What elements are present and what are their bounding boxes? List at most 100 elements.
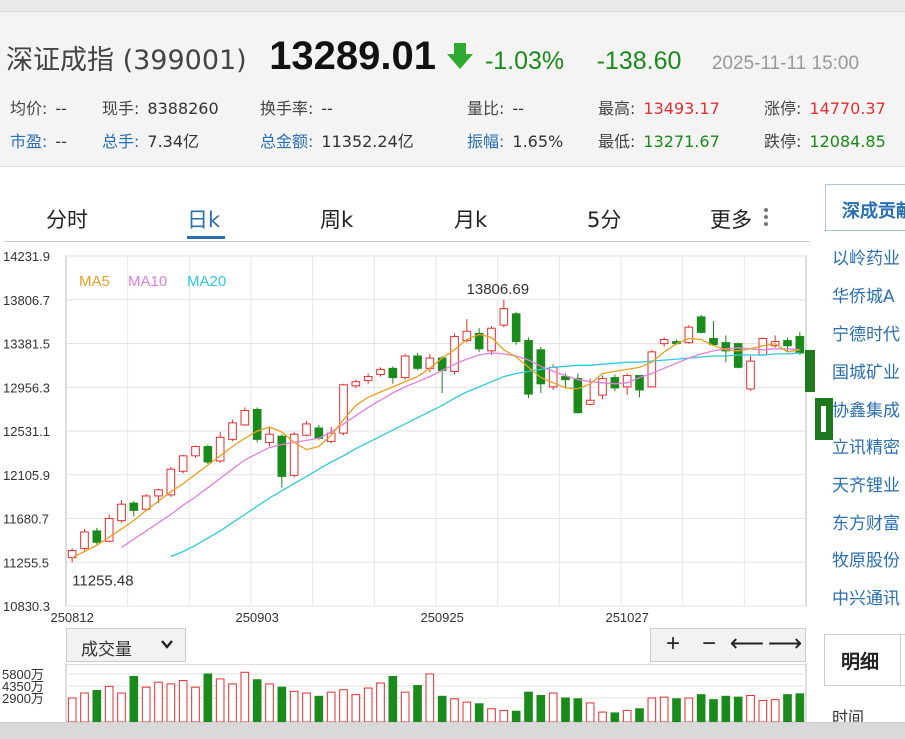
volume-bar-down (437, 695, 447, 723)
volume-bar-up (746, 694, 755, 723)
candle-down (610, 377, 620, 389)
indicator-select[interactable]: 成交量 (66, 628, 186, 662)
tab-more[interactable]: 更多 (710, 208, 752, 232)
pan-left-button[interactable]: ⟵ (729, 630, 765, 657)
candle-up (240, 410, 250, 426)
volume-bar-up (425, 673, 435, 723)
candle-down (709, 338, 718, 346)
volume-bar-down (573, 698, 583, 723)
contribution-item[interactable]: 牧原股份 (832, 551, 900, 571)
volume-bar-down (721, 695, 731, 723)
x-tick-label: 250925 (420, 610, 463, 625)
volume-bar-down (635, 708, 644, 723)
candle-down (474, 332, 484, 350)
scroll-handle[interactable] (805, 350, 815, 392)
candle-down (203, 446, 213, 463)
volume-bar-up (376, 682, 385, 723)
pct-change: -1.03% (484, 47, 565, 75)
volume-bar-down (92, 690, 102, 723)
legend-ma10: MA10 (128, 273, 167, 290)
candle-down (561, 376, 570, 381)
volume-bar-up (289, 690, 299, 723)
contribution-item[interactable]: 东方财富 (832, 514, 900, 534)
tab-day-k[interactable]: 日k (187, 208, 221, 232)
candle-down (388, 367, 398, 379)
contribution-item[interactable]: 以岭药业 (832, 249, 900, 269)
period-tabs: 分时 日k 周k 月k 5分 更多 (4, 196, 810, 242)
volume-bar-down (561, 697, 570, 723)
chevron-down-icon (161, 640, 173, 649)
y-tick-label: 11680.7 (3, 512, 49, 527)
candle-up (178, 455, 188, 472)
volume-bar-down (511, 710, 521, 723)
candle-up (499, 308, 509, 326)
candle-down (511, 313, 521, 343)
volume-bar-up (265, 683, 274, 723)
candle-up (659, 339, 669, 345)
candle-up (363, 376, 373, 382)
volume-bar-up (104, 685, 114, 723)
y-tick-label: 10830.3 (3, 599, 50, 614)
volume-bar-up (758, 699, 768, 723)
zoom-in-button[interactable]: + (665, 630, 680, 657)
contribution-item[interactable]: 中兴通讯 (832, 589, 900, 609)
stat-liangbi: 量比: -- (467, 99, 524, 118)
top-strip (0, 0, 905, 12)
active-tab-underline (187, 236, 225, 239)
stat-zuigao: 最高: 13493.17 (598, 99, 720, 118)
candle-down (129, 502, 139, 511)
contribution-item[interactable]: 国城矿业 (832, 363, 900, 383)
volume-bar-up (178, 680, 188, 723)
arrow-down-icon (446, 41, 474, 71)
candle-down (795, 335, 805, 354)
volume-bar-up (80, 692, 89, 723)
volume-bar-up (141, 686, 151, 723)
volume-tick-label: 2900万 (2, 691, 44, 706)
contribution-item[interactable]: 天齐锂业 (832, 476, 900, 496)
scroll-handle-grip[interactable] (815, 398, 833, 440)
pan-right-button[interactable]: ⟶ (767, 630, 803, 657)
point-change: -138.60 (596, 47, 682, 75)
stat-zuidi: 最低: 13271.67 (598, 132, 720, 151)
volume-bar-up (659, 696, 669, 723)
candle-up (339, 384, 348, 434)
contribution-item[interactable]: 华侨城A (832, 287, 895, 307)
quote-header: 深证成指 (399001) 13289.01 -1.03% -138.60 20… (0, 12, 905, 167)
volume-bar-down (388, 675, 398, 723)
zoom-out-button[interactable]: − (701, 630, 716, 657)
tab-5min[interactable]: 5分 (587, 208, 622, 232)
candle-down (573, 378, 583, 414)
more-dots-icon[interactable] (764, 208, 770, 226)
volume-bar-up (67, 697, 77, 723)
quote-summary: 深证成指 (399001) 13289.01 -1.03% -138.60 20… (6, 34, 859, 78)
x-tick-label: 250812 (50, 610, 93, 625)
kline-chart[interactable]: 14231.9 13806.7 13381.5 12956.3 12531.1 12105… (0, 249, 815, 630)
candle-up (302, 423, 311, 436)
contribution-item[interactable]: 立讯精密 (832, 438, 900, 458)
tab-fenshi[interactable]: 分时 (46, 208, 88, 232)
stat-zhenfu: 振幅: 1.65% (467, 132, 564, 151)
price-annotation: 13806.69 (467, 281, 530, 298)
stat-zongshou: 总手: 7.34亿 (102, 132, 200, 151)
tab-month-k[interactable]: 月k (454, 208, 488, 232)
volume-chart[interactable]: 5800万 4350万 2900万 (0, 663, 815, 724)
volume-bar-down (783, 694, 792, 723)
candle-up (104, 518, 114, 542)
stat-zongjine: 总金额: 11352.24亿 (260, 132, 414, 151)
tab-detail[interactable]: 明细 (825, 635, 901, 685)
volume-bar-up (339, 689, 348, 723)
candle-up (289, 433, 299, 476)
volume-bar-up (191, 686, 200, 723)
candle-down (783, 340, 792, 347)
kline-svg[interactable]: 14231.9 13806.7 13381.5 12956.3 12531.1 12105… (0, 249, 815, 630)
stat-dieting: 跌停: 12084.85 (764, 132, 886, 151)
contribution-title[interactable]: 深成贡献 (825, 184, 905, 230)
contribution-item[interactable]: 协鑫集成 (832, 401, 900, 421)
y-tick-label: 14231.9 (3, 250, 50, 264)
y-tick-label: 13806.7 (3, 293, 50, 308)
contribution-item[interactable]: 宁德时代 (832, 325, 900, 345)
volume-bar-down (314, 695, 324, 723)
tab-week-k[interactable]: 周k (320, 208, 354, 232)
stat-huanshou: 换手率: -- (260, 99, 333, 118)
candle-up (265, 433, 274, 443)
